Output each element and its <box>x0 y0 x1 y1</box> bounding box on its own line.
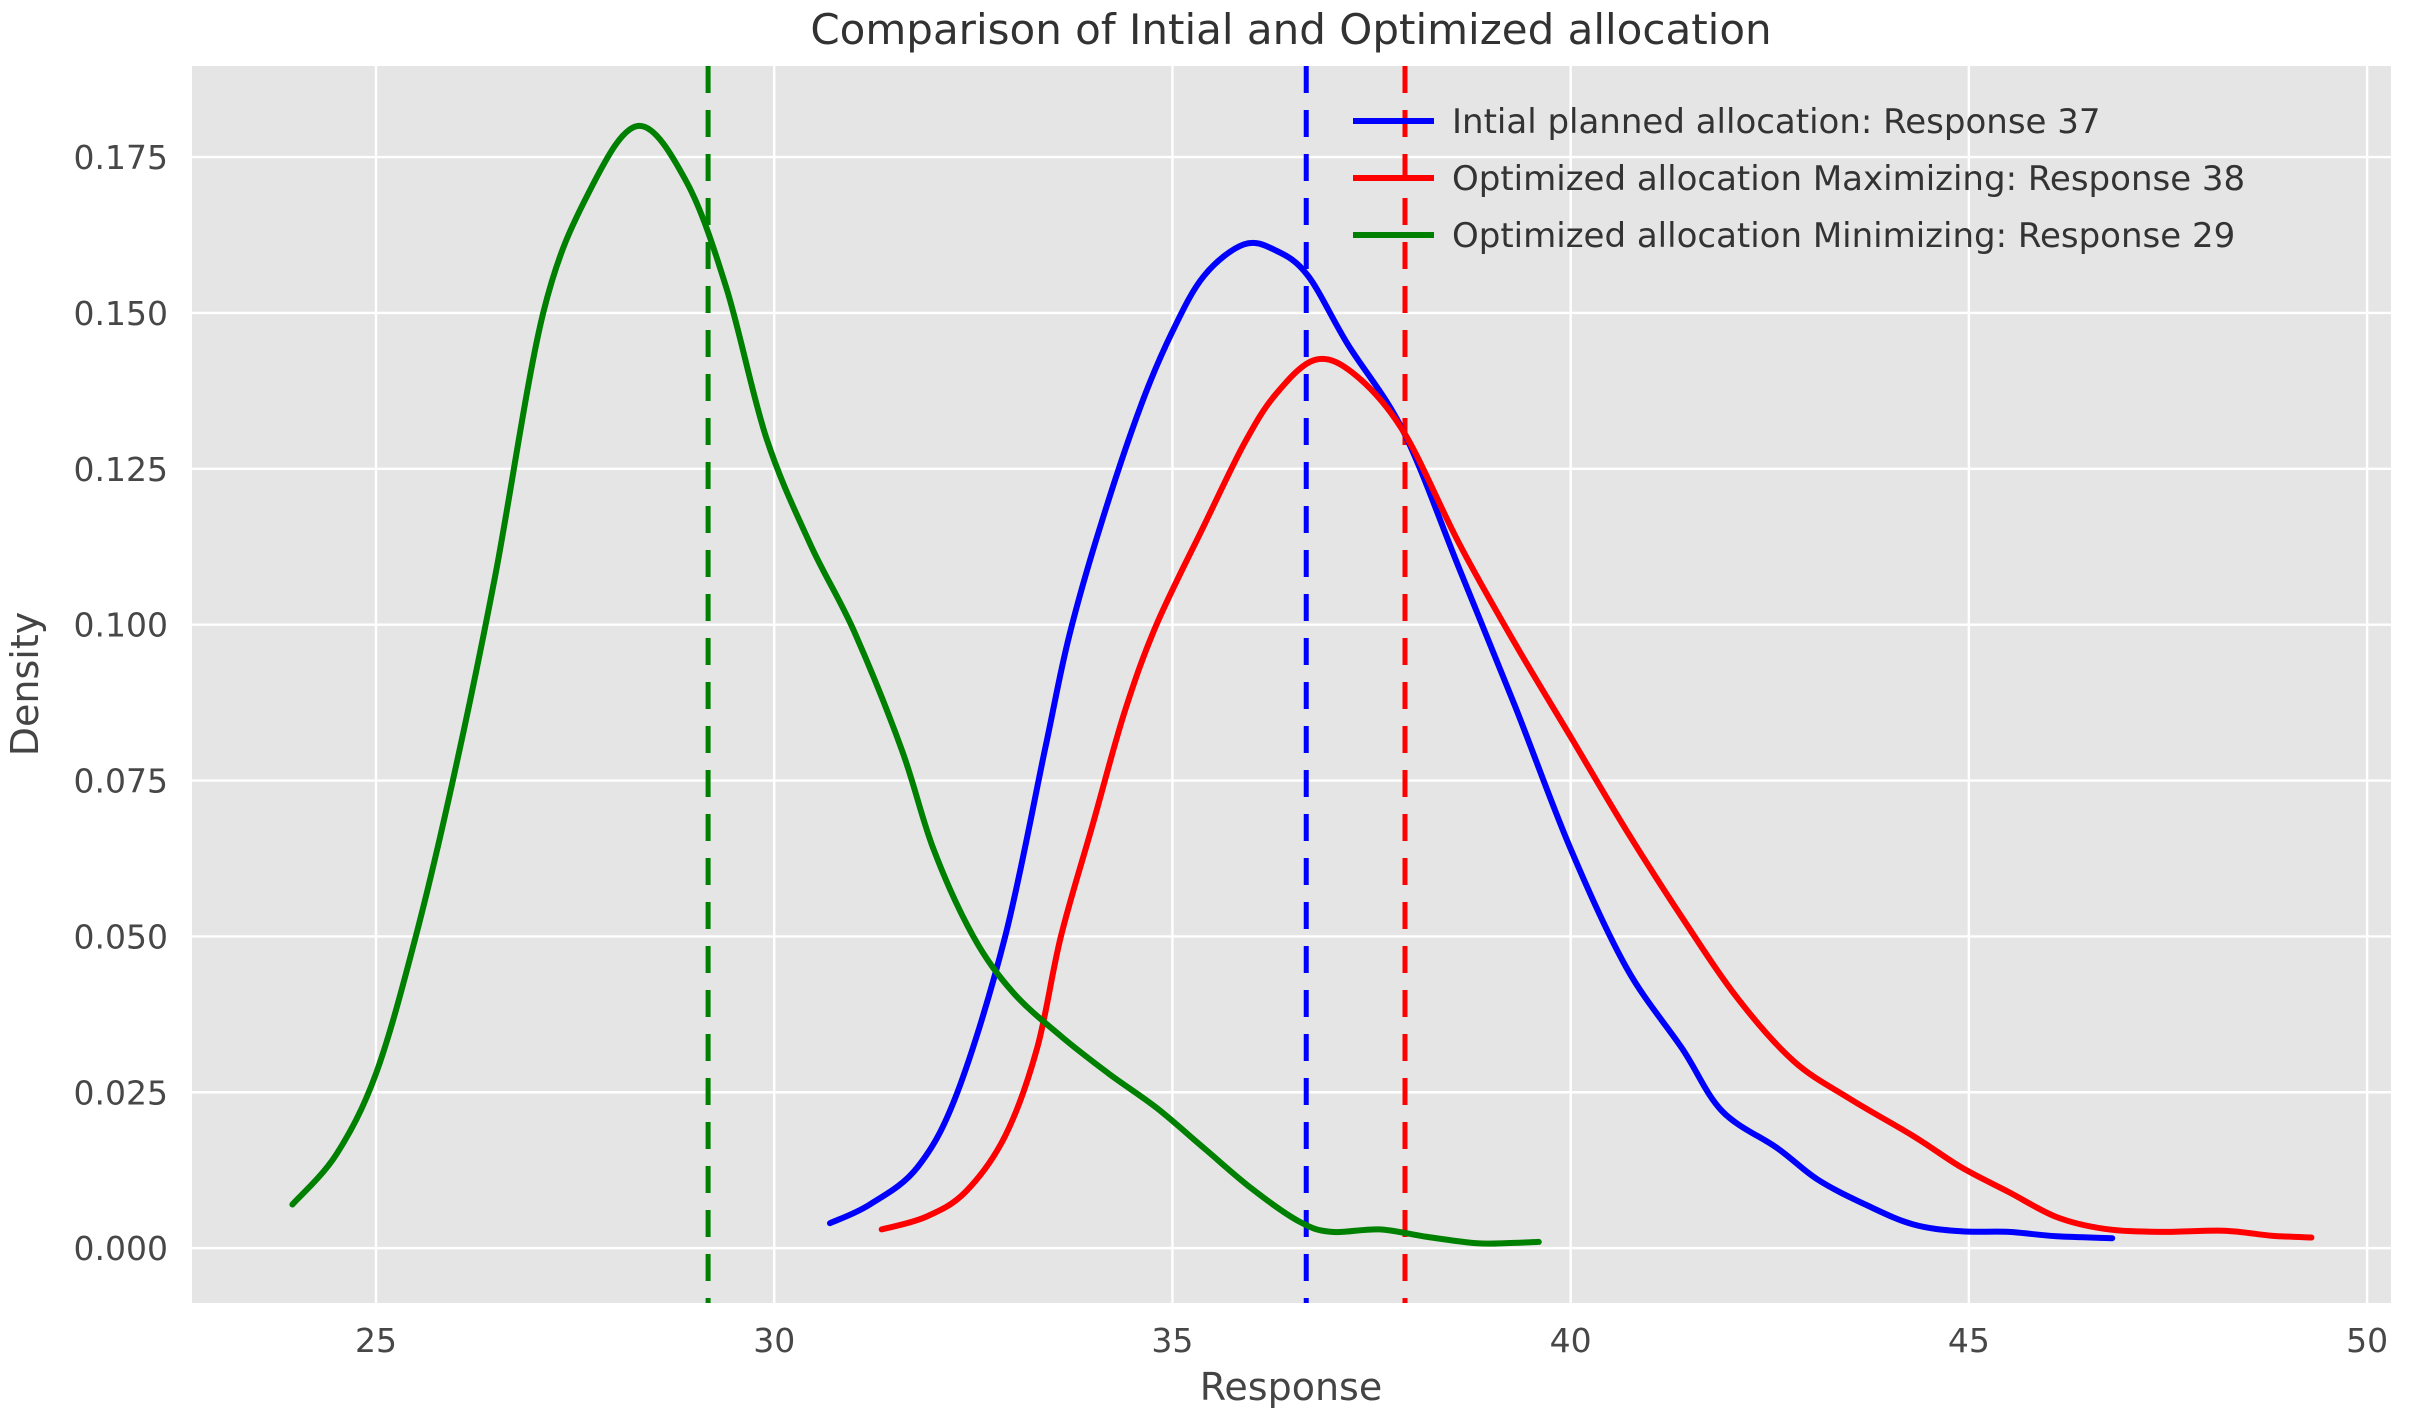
y-tick-label: 0.125 <box>74 450 168 489</box>
x-tick-label: 25 <box>355 1321 397 1360</box>
y-tick-label: 0.100 <box>74 606 168 645</box>
x-tick-label: 30 <box>753 1321 795 1360</box>
legend-item-label: Intial planned allocation: Response 37 <box>1452 102 2101 142</box>
y-tick-label: 0.025 <box>74 1073 168 1112</box>
x-tick-label: 45 <box>1948 1321 1990 1360</box>
x-tick-label: 40 <box>1550 1321 1592 1360</box>
y-tick-label: 0.075 <box>74 762 168 801</box>
y-tick-labels: 0.000 0.025 0.050 0.075 0.100 0.125 0.150 0.175 <box>74 138 168 1268</box>
legend-item-label: Optimized allocation Minimizing: Respons… <box>1452 216 2235 256</box>
y-tick-label: 0.000 <box>74 1229 168 1268</box>
kde-curve <box>289 122 1542 1247</box>
legend: Intial planned allocation: Response 37 Op… <box>1353 102 2245 256</box>
x-axis-label: Response <box>1200 1365 1383 1409</box>
kde-curves-layer <box>289 122 2315 1247</box>
x-tick-labels: 25 30 35 40 45 50 <box>355 1321 2388 1360</box>
y-axis-label: Density <box>3 612 47 756</box>
y-tick-label: 0.175 <box>74 138 168 177</box>
kde-curve <box>827 239 2116 1242</box>
x-tick-label: 50 <box>2346 1321 2388 1360</box>
legend-item: Intial planned allocation: Response 37 <box>1353 102 2101 142</box>
legend-item-label: Optimized allocation Maximizing: Respons… <box>1452 159 2245 199</box>
mean-vlines-layer <box>705 66 1408 1303</box>
chart-title: Comparison of Intial and Optimized alloc… <box>810 5 1771 54</box>
legend-item: Optimized allocation Maximizing: Respons… <box>1353 159 2245 199</box>
x-tick-label: 35 <box>1151 1321 1193 1360</box>
y-tick-label: 0.150 <box>74 294 168 333</box>
grid-layer <box>192 66 2391 1303</box>
y-tick-label: 0.050 <box>74 917 168 956</box>
legend-item: Optimized allocation Minimizing: Respons… <box>1353 216 2235 256</box>
kde-curve <box>878 355 2315 1241</box>
plot-area <box>192 66 2391 1303</box>
